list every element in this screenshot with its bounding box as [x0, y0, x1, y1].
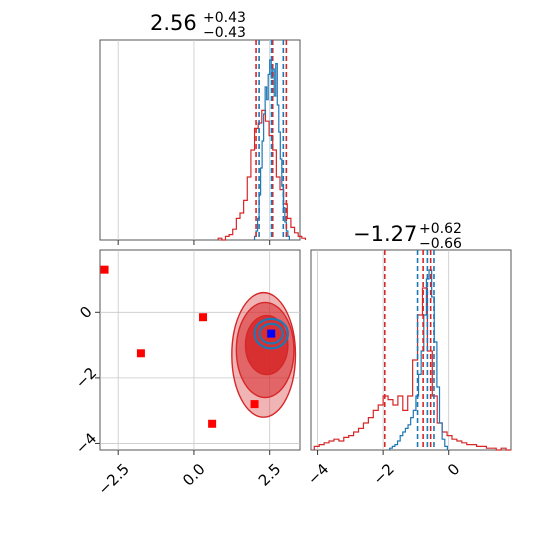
title-2-plus: +0.62: [419, 221, 462, 237]
title-2-minus: −0.66: [419, 236, 462, 252]
panel-bottom-left-frame: [99, 249, 301, 451]
scatter-point-red-4: [250, 400, 259, 409]
axis-x-bottom-right-tick-label-2: 0: [444, 460, 463, 479]
axis-y-tick-label-2: 0: [76, 303, 95, 322]
scatter-point-red-1: [136, 349, 145, 358]
axis-x-bottom-left-tick-label-1: 0.0: [179, 460, 209, 490]
hist-2-red: [313, 287, 511, 451]
axis-x-bottom-left-tick-label-0: −2.5: [94, 460, 132, 498]
scatter-point-red-3: [208, 419, 217, 428]
scatter-point-blue-0: [267, 329, 276, 338]
title-param-2: −1.27 +0.62 −0.66: [353, 221, 462, 252]
axis-y-tick-label-0: −4: [72, 429, 100, 457]
axis-x-bottom-left-tick-label-2: 2.5: [255, 460, 285, 490]
scatter-point-red-2: [199, 313, 208, 322]
title-1-plus: +0.43: [203, 10, 246, 26]
title-1-minus: −0.43: [203, 25, 246, 41]
panel-bottom-right-frame: [310, 249, 512, 451]
panel-top-left-frame: [99, 39, 301, 241]
title-param-1: 2.56 +0.43 −0.43: [150, 10, 246, 41]
axis-x-bottom-right-tick-label-1: −2: [370, 460, 398, 488]
scatter-point-red-0: [100, 265, 109, 274]
contour-blue-0: [253, 317, 289, 350]
contour-blue-1: [258, 322, 284, 345]
hist-1-blue: [253, 59, 290, 240]
axis-x-bottom-right-tick-label-0: −4: [304, 460, 332, 488]
hist-2-blue: [389, 269, 448, 450]
axis-y-tick-label-1: −2: [72, 364, 100, 392]
title-2-median: −1.27: [353, 222, 417, 246]
title-1-median: 2.56: [150, 11, 197, 35]
hist-1-red: [217, 109, 307, 241]
